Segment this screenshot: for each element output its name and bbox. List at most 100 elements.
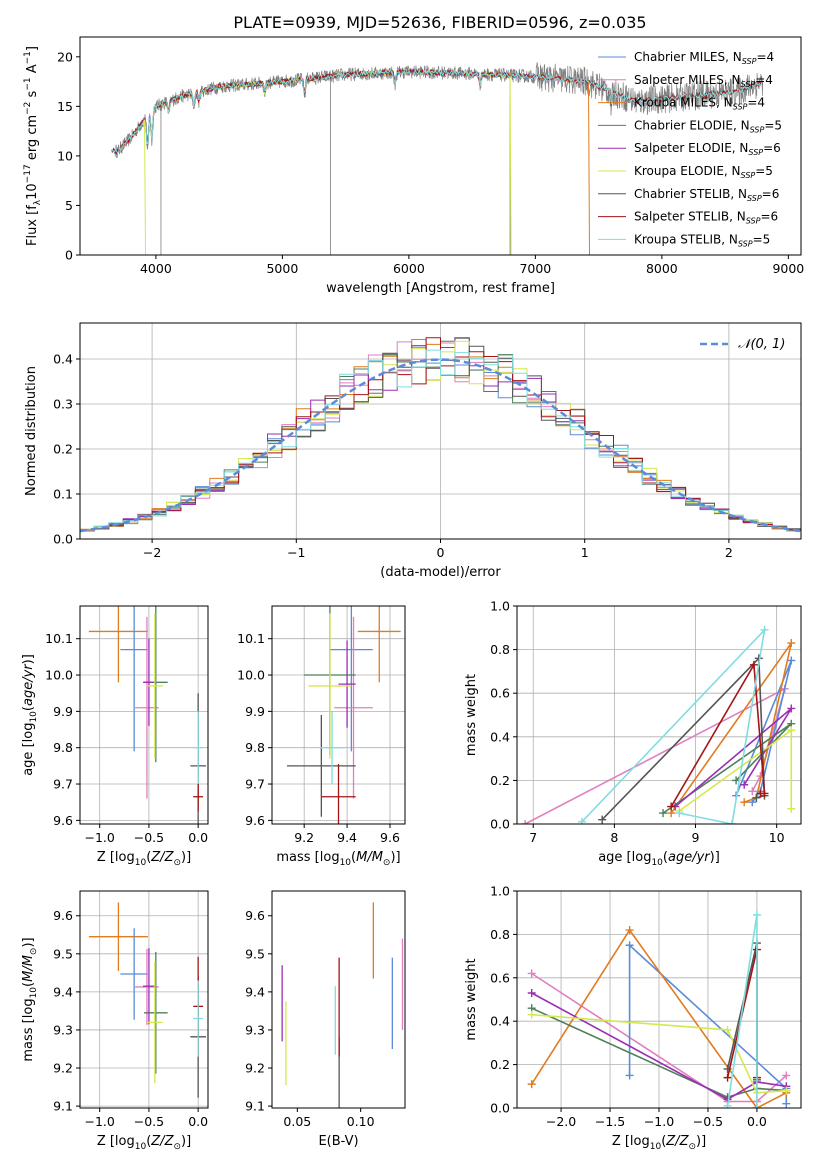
weight-marker	[577, 817, 586, 824]
weight-line-kroupa-miles	[670, 642, 793, 814]
y-tick-label: 0.6	[490, 970, 510, 985]
legend-label: 𝒩(0, 1)	[738, 337, 785, 352]
weight-marker	[782, 1099, 791, 1108]
x-tick-label: 6000	[393, 261, 425, 276]
y-tick-label: 1.0	[490, 599, 510, 614]
y-tick-label: 9.9	[53, 704, 73, 719]
errorbar-chabrier-miles	[329, 606, 373, 752]
x-tick-label: 7	[529, 830, 537, 845]
errorbar-kroupa-stelib	[193, 711, 204, 785]
y-tick-label: 9.9	[245, 704, 265, 719]
errorbar-chabrier-miles	[120, 606, 148, 752]
errorbar-salpeter-elodie	[143, 948, 155, 1025]
legend-label: Salpeter ELODIE, NSSP=6	[634, 141, 781, 157]
errorbar-kroupa-miles	[357, 606, 401, 683]
axes-frame	[79, 36, 802, 256]
errorbar-salpeter-elodie	[338, 640, 356, 728]
y-tick-label: 9.4	[245, 984, 265, 999]
model-spectrum-kroupa-miles	[111, 68, 586, 154]
errorbar-chabrier-stelib	[287, 715, 356, 817]
massweight-vs-age-marks	[521, 625, 796, 824]
weight-marker	[787, 656, 796, 665]
y-tick-label: 0.6	[490, 686, 510, 701]
y-tick-label: 15	[57, 99, 73, 114]
x-tick-label: 9.6	[380, 830, 400, 845]
x-axis-label: Z [log10(Z/Z⊙)]	[97, 850, 191, 868]
x-tick-label: 0.05	[283, 1114, 311, 1129]
y-tick-label: 0.2	[53, 442, 73, 457]
x-axis-label: mass [log10(M/M⊙)]	[276, 850, 400, 868]
x-tick-label: 0.0	[188, 1114, 208, 1129]
y-tick-label: 10.1	[237, 631, 265, 646]
y-tick-label: 9.6	[53, 908, 73, 923]
y-axis-label: mass weight	[464, 674, 479, 756]
y-tick-label: 10.0	[45, 668, 73, 683]
y-tick-label: 9.4	[53, 984, 73, 999]
weight-line-kroupa-stelib	[581, 627, 766, 824]
x-tick-label: −1	[287, 545, 305, 560]
axes-frame	[271, 605, 406, 825]
y-tick-label: 0.4	[53, 352, 73, 367]
y-tick-label: 9.2	[53, 1061, 73, 1076]
legend-label: Salpeter STELIB, NSSP=6	[634, 210, 778, 226]
y-tick-label: 9.3	[53, 1022, 73, 1037]
y-tick-label: 5	[65, 198, 73, 213]
x-tick-label: −2.0	[546, 1114, 576, 1129]
legend-label: Kroupa MILES, NSSP=4	[634, 96, 765, 112]
massweight-vs-age-panel: 7 8 9 10 0.0 0.2 0.4 0.6 0.8 1.0 age [log10(age/yr…	[464, 599, 802, 868]
weight-marker	[723, 1101, 732, 1108]
x-tick-label: 5000	[266, 261, 298, 276]
y-tick-label: 20	[57, 49, 73, 64]
errorbar-kroupa-miles	[88, 902, 148, 971]
y-tick-label: 9.6	[245, 908, 265, 923]
weight-line-chabrier-elodie	[531, 1007, 787, 1099]
x-axis-label: wavelength [Angstrom, rest frame]	[326, 281, 555, 296]
mass-vs-Z-panel: −1.0 −0.5 0.0 9.1 9.2 9.3 9.4 9.5 9.6 Z [log10(Z/…	[21, 890, 209, 1152]
x-tick-label: 0	[437, 545, 445, 560]
model-edge	[144, 119, 147, 255]
y-tick-label: 0.4	[490, 729, 510, 744]
weight-line-salpeter-stelib	[670, 662, 766, 808]
y-tick-label: 0	[65, 248, 73, 263]
y-tick-label: 10.0	[237, 668, 265, 683]
errorbar-salpeter-stelib	[193, 782, 204, 812]
weight-marker	[740, 798, 749, 807]
x-tick-label: 0.0	[747, 1114, 767, 1129]
y-tick-label: 9.6	[53, 813, 73, 828]
x-tick-label: 7000	[519, 261, 551, 276]
legend-label: Chabrier STELIB, NSSP=6	[634, 187, 779, 203]
model-edge	[509, 75, 512, 255]
weight-marker	[527, 1010, 536, 1019]
x-axis-label: Z [log10(Z/Z⊙)]	[612, 1134, 706, 1152]
y-tick-label: 9.8	[53, 740, 73, 755]
weight-marker	[749, 660, 758, 669]
weight-line-salpeter-miles	[524, 687, 787, 824]
axes-frame	[271, 890, 406, 1109]
y-axis-label: mass [log10(M/M⊙)]	[21, 937, 39, 1061]
weight-marker	[756, 789, 765, 798]
mass-vs-Z-marks	[88, 902, 207, 1098]
x-tick-label: 9.4	[337, 830, 357, 845]
spectrum-legend: Chabrier MILES, NSSP=4 Salpeter MILES, NS…	[598, 50, 782, 248]
x-axis-label: age [log10(age/yr)]	[598, 850, 720, 868]
weight-marker	[782, 1086, 791, 1095]
errorbar-salpeter-stelib	[321, 764, 356, 824]
x-tick-label: −1.0	[85, 1114, 115, 1129]
y-tick-label: 1.0	[490, 884, 510, 899]
y-tick-label: 10.1	[45, 631, 73, 646]
y-tick-label: 9.5	[53, 946, 73, 961]
weight-line-kroupa-elodie	[678, 728, 793, 812]
weight-marker	[787, 639, 796, 648]
x-tick-label: 9.2	[294, 830, 314, 845]
y-axis-label: Normed distribution	[24, 366, 39, 496]
weight-marker	[723, 1073, 732, 1082]
x-tick-label: −2	[143, 545, 161, 560]
y-tick-label: 9.7	[245, 777, 265, 792]
weight-marker	[675, 809, 684, 818]
y-tick-label: 9.7	[53, 777, 73, 792]
y-tick-label: 9.5	[245, 946, 265, 961]
x-tick-label: −0.5	[134, 1114, 164, 1129]
weight-marker	[782, 1071, 791, 1080]
x-tick-label: 8	[610, 830, 618, 845]
y-tick-label: 9.6	[245, 813, 265, 828]
